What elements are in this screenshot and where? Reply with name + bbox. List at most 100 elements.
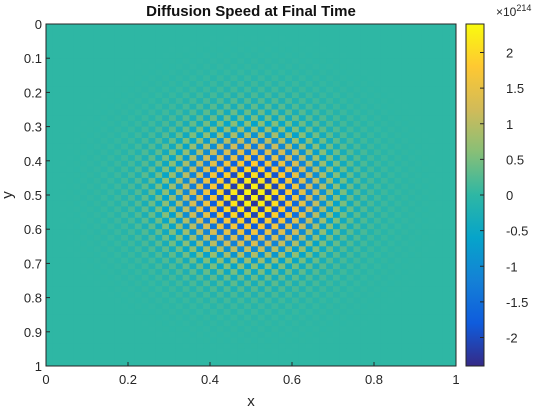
heatmap-cell xyxy=(175,206,184,213)
heatmap-cell xyxy=(312,86,320,93)
heatmap-cell xyxy=(278,58,286,65)
heatmap-cell xyxy=(380,149,389,156)
heatmap-cell xyxy=(421,143,430,150)
heatmap-cell xyxy=(162,29,170,36)
heatmap-cell xyxy=(408,177,416,184)
heatmap-cell xyxy=(264,132,272,139)
heatmap-cell xyxy=(196,132,204,139)
heatmap-cell xyxy=(87,263,95,270)
heatmap-cell xyxy=(415,120,423,127)
heatmap-cell xyxy=(196,69,204,76)
heatmap-cell xyxy=(87,63,95,70)
heatmap-cell xyxy=(93,195,102,202)
heatmap-cell xyxy=(189,177,197,184)
heatmap-cell xyxy=(87,303,95,310)
heatmap-cell xyxy=(210,81,218,88)
heatmap-cell xyxy=(182,280,190,287)
heatmap-cell xyxy=(100,343,108,350)
heatmap-cell xyxy=(121,252,129,259)
heatmap-cell xyxy=(141,183,149,190)
heatmap-cell xyxy=(319,155,327,162)
heatmap-cell xyxy=(353,115,361,122)
heatmap-cell xyxy=(353,274,361,281)
heatmap-cell xyxy=(333,217,341,224)
heatmap-cell xyxy=(203,149,211,156)
heatmap-cell xyxy=(107,326,115,333)
heatmap-cell xyxy=(210,286,218,293)
heatmap-cell xyxy=(189,246,197,253)
heatmap-cell xyxy=(421,41,430,48)
heatmap-cell xyxy=(80,354,88,361)
heatmap-cell xyxy=(298,229,307,236)
heatmap-cell xyxy=(169,206,177,213)
heatmap-cell xyxy=(257,286,266,293)
heatmap-cell xyxy=(353,309,361,316)
heatmap-cell xyxy=(449,320,457,327)
heatmap-cell xyxy=(141,240,149,247)
heatmap-cell xyxy=(442,195,450,202)
heatmap-cell xyxy=(155,115,163,122)
heatmap-cell xyxy=(339,252,348,259)
heatmap-cell xyxy=(428,166,436,173)
heatmap-cell xyxy=(435,320,443,327)
heatmap-cell xyxy=(93,177,102,184)
heatmap-cell xyxy=(251,132,259,139)
heatmap-cell xyxy=(162,183,170,190)
heatmap-cell xyxy=(292,149,300,156)
heatmap-cell xyxy=(408,143,416,150)
heatmap-cell xyxy=(449,257,457,264)
heatmap-cell xyxy=(128,103,136,110)
heatmap-cell xyxy=(141,103,149,110)
heatmap-cell xyxy=(408,81,416,88)
heatmap-cell xyxy=(73,286,81,293)
heatmap-cell xyxy=(230,52,238,59)
heatmap-cell xyxy=(134,263,143,270)
heatmap-cell xyxy=(428,81,436,88)
heatmap-cell xyxy=(251,149,259,156)
heatmap-cell xyxy=(326,109,334,116)
heatmap-cell xyxy=(162,86,170,93)
heatmap-cell xyxy=(169,360,177,367)
heatmap-cell xyxy=(298,217,307,224)
heatmap-cell xyxy=(326,172,334,179)
heatmap-cell xyxy=(237,41,245,48)
heatmap-cell xyxy=(271,223,279,230)
heatmap-cell xyxy=(52,195,61,202)
heatmap-cell xyxy=(360,103,368,110)
heatmap-cell xyxy=(257,172,266,179)
heatmap-cell xyxy=(339,360,348,367)
heatmap-cell xyxy=(346,280,354,287)
heatmap-cell xyxy=(408,326,416,333)
heatmap-cell xyxy=(305,291,313,298)
heatmap-cell xyxy=(298,331,307,338)
heatmap-cell xyxy=(66,177,74,184)
heatmap-cell xyxy=(380,291,389,298)
heatmap-cell xyxy=(312,160,320,167)
heatmap-cell xyxy=(415,69,423,76)
heatmap-cell xyxy=(401,138,409,145)
heatmap-cell xyxy=(66,280,74,287)
heatmap-cell xyxy=(251,229,259,236)
heatmap-cell xyxy=(196,314,204,321)
heatmap-cell xyxy=(360,263,368,270)
heatmap-cell xyxy=(162,160,170,167)
heatmap-cell xyxy=(278,217,286,224)
heatmap-cell xyxy=(223,195,231,202)
heatmap-cell xyxy=(155,98,163,105)
heatmap-cell xyxy=(59,109,67,116)
heatmap-cell xyxy=(162,234,170,241)
heatmap-cell xyxy=(360,177,368,184)
heatmap-cell xyxy=(353,155,361,162)
heatmap-cell xyxy=(292,274,300,281)
heatmap-cell xyxy=(87,86,95,93)
heatmap-cell xyxy=(128,24,136,31)
heatmap-cell xyxy=(333,120,341,127)
heatmap-cell xyxy=(257,217,266,224)
heatmap-cell xyxy=(59,229,67,236)
heatmap-cell xyxy=(326,269,334,276)
heatmap-cell xyxy=(189,143,197,150)
heatmap-cell xyxy=(210,189,218,196)
heatmap-cell xyxy=(415,75,423,82)
heatmap-cell xyxy=(87,217,95,224)
heatmap-cell xyxy=(333,177,341,184)
